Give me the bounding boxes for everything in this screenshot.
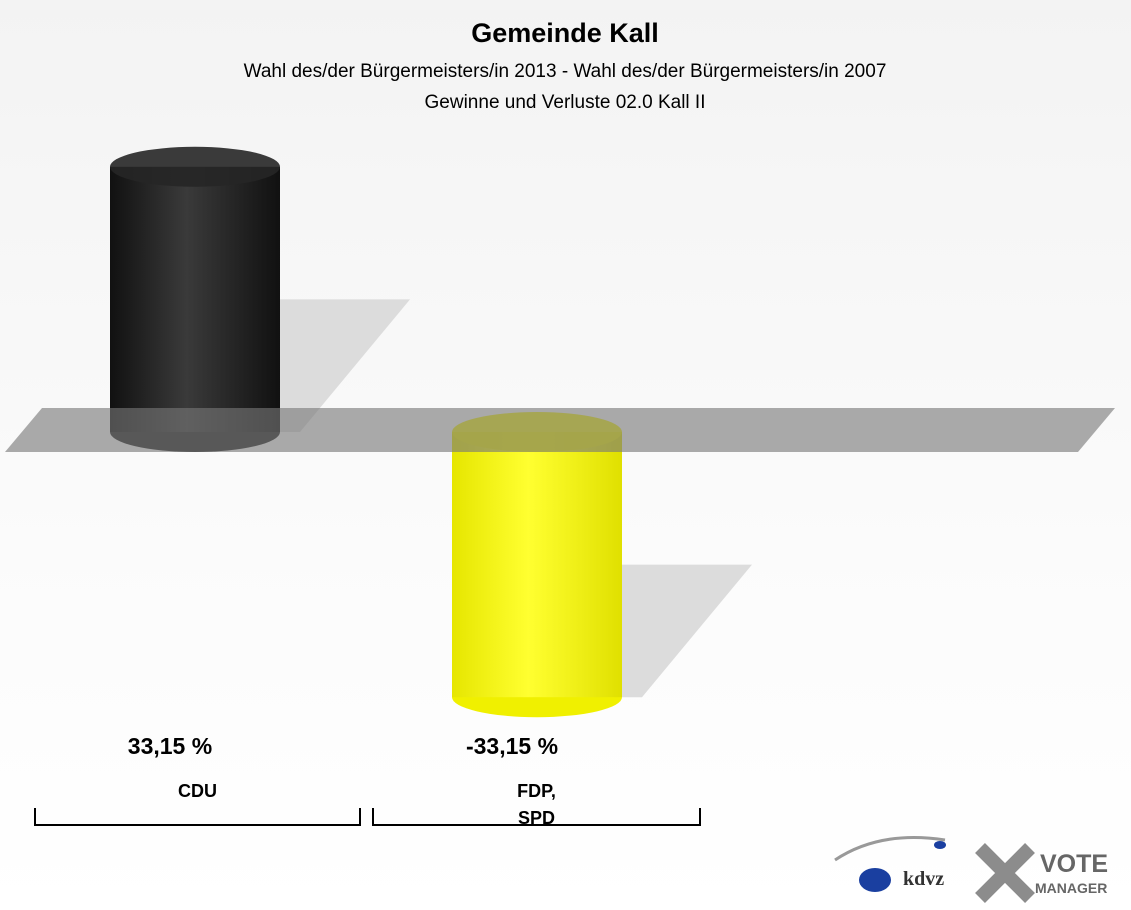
bar (110, 166, 280, 433)
chart-subtitle: Wahl des/der Bürgermeisters/in 2013 - Wa… (244, 61, 887, 82)
x-tick-label: CDU (178, 781, 217, 801)
category-bracket (372, 808, 701, 826)
chart-subtitle: Gewinne und Verluste 02.0 Kall II (425, 92, 706, 113)
bar (452, 432, 622, 698)
x-tick-label: FDP, SPD (517, 781, 556, 828)
bar-shadow (612, 564, 752, 698)
baseline-plane (5, 408, 1115, 452)
bar-top (110, 146, 280, 187)
value-label: -33,15 % (465, 733, 559, 759)
logo-text: VOTE (1040, 850, 1108, 878)
value-label: 33,15 % (127, 733, 213, 759)
logo-text: MANAGER (1035, 880, 1107, 896)
category-bracket (34, 808, 361, 826)
logo: kdvz VOTE MANAGER (834, 836, 1108, 903)
chart-title: Gemeinde Kall (471, 18, 659, 48)
logo-text: kdvz (903, 868, 944, 890)
bar-shadow (270, 299, 410, 432)
